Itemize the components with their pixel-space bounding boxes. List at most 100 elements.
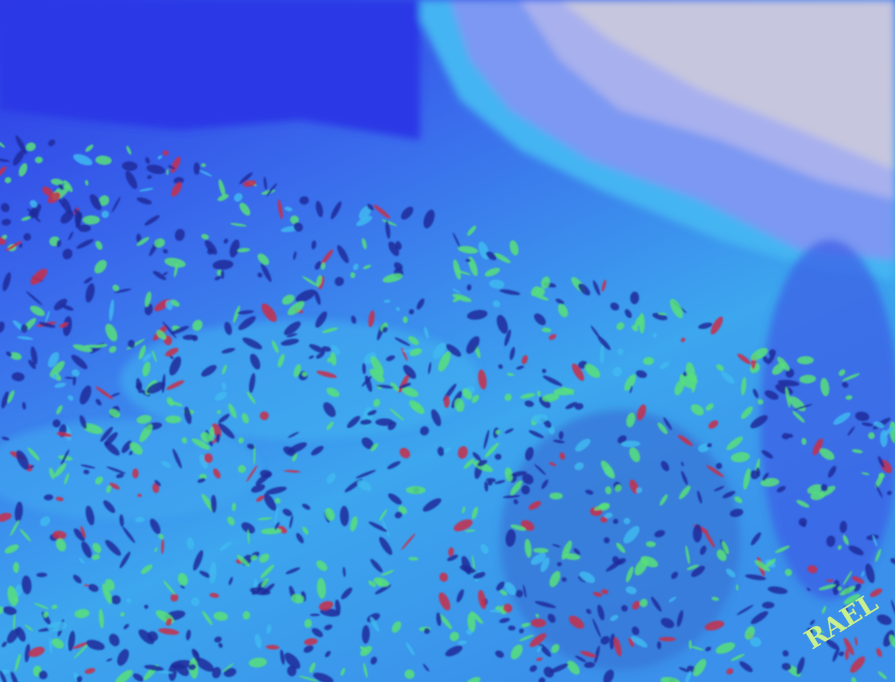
speckle bbox=[109, 482, 120, 490]
speckle bbox=[191, 438, 211, 450]
speckle bbox=[812, 438, 824, 456]
speckle bbox=[680, 337, 686, 343]
speckle bbox=[716, 549, 727, 562]
speckle bbox=[277, 199, 283, 220]
speckle bbox=[393, 262, 403, 271]
speckle bbox=[139, 187, 154, 192]
speckle bbox=[0, 321, 5, 333]
speckle bbox=[330, 352, 337, 366]
speckle bbox=[865, 563, 875, 584]
speckle bbox=[438, 592, 451, 611]
speckle bbox=[848, 545, 864, 556]
speckle bbox=[263, 176, 268, 191]
speckle bbox=[877, 671, 887, 680]
speckle bbox=[95, 398, 102, 406]
speckle bbox=[223, 667, 237, 678]
speckle bbox=[106, 466, 126, 474]
speckle bbox=[125, 170, 138, 189]
speckle bbox=[734, 496, 743, 504]
speckle bbox=[839, 520, 848, 534]
speckle bbox=[663, 417, 672, 431]
speckle bbox=[61, 304, 74, 311]
speckle bbox=[51, 604, 58, 610]
speckle bbox=[199, 454, 208, 470]
speckle bbox=[457, 640, 467, 645]
speckle bbox=[112, 284, 120, 292]
speckle bbox=[56, 405, 63, 415]
speckle bbox=[510, 524, 526, 531]
speckle bbox=[725, 568, 736, 578]
speckle bbox=[509, 240, 519, 256]
speckle bbox=[184, 406, 192, 425]
speckle bbox=[706, 465, 724, 478]
speckle bbox=[735, 584, 739, 591]
speckle bbox=[854, 636, 858, 646]
speckle bbox=[9, 520, 20, 537]
speckle bbox=[659, 494, 668, 506]
speckle bbox=[736, 604, 754, 616]
speckle bbox=[292, 453, 298, 462]
speckle bbox=[626, 412, 636, 428]
speckle bbox=[505, 529, 516, 547]
speckle bbox=[691, 374, 697, 393]
speckle bbox=[316, 577, 326, 599]
speckle bbox=[296, 533, 304, 544]
speckle bbox=[277, 353, 285, 368]
speckle bbox=[95, 386, 113, 400]
speckle bbox=[480, 543, 489, 554]
speckle bbox=[55, 538, 67, 552]
speckle bbox=[299, 196, 309, 205]
speckle bbox=[842, 570, 853, 586]
speckle bbox=[625, 566, 634, 583]
speckle bbox=[257, 272, 263, 278]
speckle bbox=[394, 511, 403, 519]
speckle bbox=[878, 472, 885, 479]
speckle bbox=[284, 652, 301, 670]
speckle bbox=[616, 322, 625, 330]
speckle bbox=[140, 564, 153, 574]
speckle bbox=[52, 419, 61, 428]
speckle bbox=[449, 631, 460, 642]
speckle bbox=[592, 618, 601, 638]
speckle bbox=[370, 656, 378, 665]
speckle bbox=[13, 569, 18, 573]
speckle bbox=[423, 209, 435, 229]
speckle bbox=[609, 633, 615, 650]
speckle bbox=[657, 312, 667, 315]
speckle bbox=[350, 516, 358, 532]
speckle bbox=[610, 614, 619, 622]
speckle bbox=[228, 576, 233, 586]
speckle bbox=[158, 534, 164, 540]
speckle bbox=[9, 352, 22, 360]
speckle bbox=[821, 605, 827, 614]
speckle bbox=[214, 275, 222, 281]
speckle bbox=[174, 662, 189, 677]
speckle bbox=[381, 517, 390, 538]
speckle bbox=[692, 524, 703, 543]
speckle bbox=[162, 249, 168, 254]
speckle bbox=[161, 538, 165, 555]
speckle bbox=[161, 460, 171, 468]
speckle bbox=[716, 364, 724, 371]
speckle bbox=[52, 530, 67, 540]
speckle bbox=[290, 215, 299, 225]
speckle bbox=[368, 580, 377, 588]
speckle bbox=[391, 621, 402, 633]
speckle bbox=[504, 582, 517, 596]
speckle bbox=[549, 461, 557, 467]
speckle bbox=[711, 596, 719, 601]
speckle bbox=[48, 637, 53, 654]
speckle bbox=[883, 426, 894, 437]
speckle bbox=[612, 556, 620, 565]
speckle bbox=[799, 374, 816, 384]
speckle bbox=[855, 411, 870, 422]
speckle bbox=[466, 336, 480, 354]
speckle bbox=[359, 646, 368, 653]
speckle bbox=[147, 175, 152, 180]
speckle bbox=[64, 376, 74, 380]
speckle bbox=[629, 447, 641, 463]
speckle bbox=[401, 206, 414, 220]
speckle bbox=[387, 421, 397, 431]
speckle bbox=[549, 663, 569, 674]
speckle bbox=[851, 449, 863, 454]
